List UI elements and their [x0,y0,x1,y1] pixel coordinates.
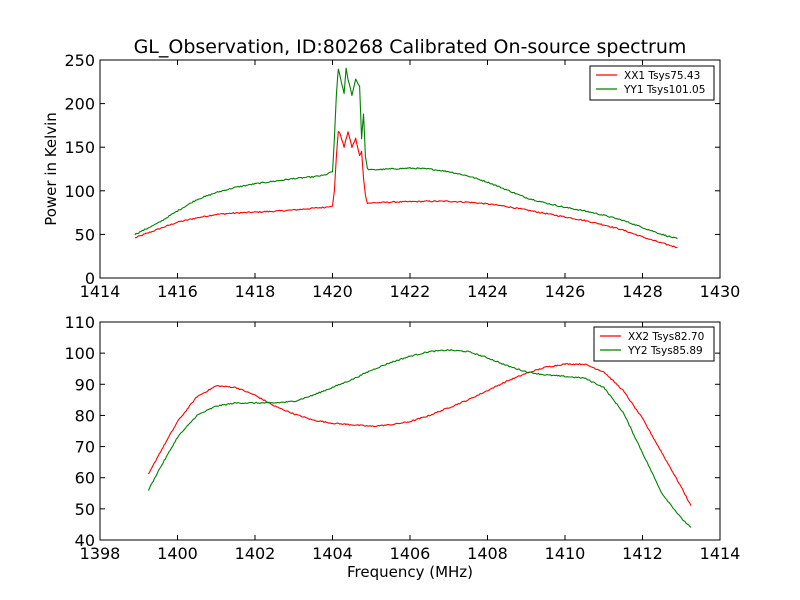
x-tick-label: 1412 [622,544,663,563]
bottom-plot-frame [99,321,721,541]
series-line-2 [147,349,692,528]
y-tick-label: 200 [64,95,95,114]
x-tick-label: 1424 [467,282,508,301]
y-tick-label: 50 [75,500,95,519]
x-tick-label: 1404 [312,544,353,563]
y-tick-label: 80 [75,406,95,425]
x-tick-label: 1430 [700,282,741,301]
top-y-axis-label: Power in Kelvin [42,112,60,226]
legend-entry: XX1 Tsys75.43 [624,70,700,82]
y-tick-label: 150 [64,138,95,157]
top-plot-legend: XX1 Tsys75.43 YY1 Tsys101.05 [589,65,715,101]
y-tick-label: 40 [75,531,95,550]
y-tick-label: 60 [75,469,95,488]
x-tick-label: 1400 [157,544,198,563]
series-line-1 [147,362,692,506]
x-tick-label: 1428 [622,282,663,301]
y-tick-label: 250 [64,51,95,70]
x-tick-label: 1398 [80,544,121,563]
y-tick-label: 100 [64,182,95,201]
y-tick-label: 50 [75,225,95,244]
x-tick-label: 1402 [235,544,276,563]
x-tick-label: 1422 [390,282,431,301]
x-tick-label: 1418 [235,282,276,301]
chart-title: GL_Observation, ID:80268 Calibrated On-s… [134,36,687,58]
bottom-plot-ticks: 1398 1400 1402 1404 1406 1408 1410 1412 1414 40 50… [64,313,740,563]
top-plot-ticks: 1414 1416 1418 1420 1422 1424 1426 1428 1430 0 50 1… [64,51,740,301]
x-tick-label: 1426 [545,282,586,301]
y-tick-label: 90 [75,375,95,394]
y-tick-label: 70 [75,438,95,457]
legend-box [589,65,715,101]
top-plot: 1414 1416 1418 1420 1422 1424 1426 1428 1430 0 50 1… [64,51,740,301]
legend-entry: YY1 Tsys101.05 [623,84,705,96]
series-line-1 [134,130,678,249]
legend-entry: YY2 Tsys85.89 [627,345,703,357]
bottom-plot-legend: XX2 Tsys82.70 YY2 Tsys85.89 [593,326,715,362]
x-tick-label: 1414 [700,544,741,563]
top-plot-frame [99,59,721,279]
y-tick-label: 110 [64,313,95,332]
legend-entry: XX2 Tsys82.70 [628,331,704,343]
y-tick-label: 0 [85,269,95,288]
x-tick-label: 1414 [80,282,121,301]
y-tick-label: 100 [64,344,95,363]
x-tick-label: 1408 [467,544,508,563]
bottom-x-axis-label: Frequency (MHz) [347,563,473,581]
bottom-plot-lines [147,349,692,528]
x-tick-label: 1420 [312,282,353,301]
x-tick-label: 1410 [545,544,586,563]
bottom-plot: 1398 1400 1402 1404 1406 1408 1410 1412 1414 40 50… [64,313,740,563]
top-plot-lines [134,67,678,249]
series-line-2 [134,67,678,240]
x-tick-label: 1406 [390,544,431,563]
x-tick-label: 1416 [157,282,198,301]
legend-box [593,326,715,362]
